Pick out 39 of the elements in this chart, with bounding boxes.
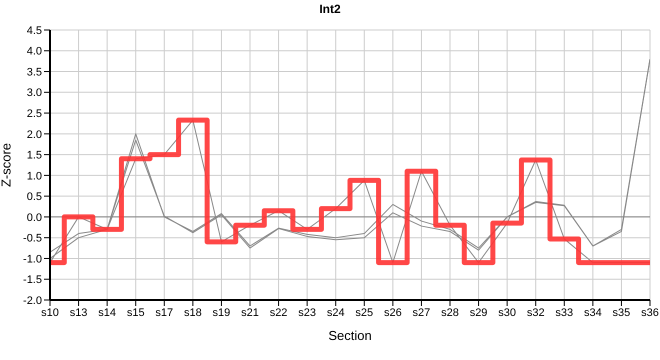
x-tick-label: s34 [584, 306, 602, 319]
x-tick-label: s25 [355, 306, 374, 319]
x-tick-label: s19 [212, 306, 230, 319]
x-tick-label: s35 [612, 306, 630, 319]
x-tick-label: s22 [270, 306, 288, 319]
x-tick-label: s27 [412, 306, 430, 319]
y-tick-label: -0.5 [23, 232, 42, 245]
x-tick-label: s29 [470, 306, 488, 319]
y-tick-label: 0.0 [26, 212, 42, 224]
x-tick-label: s13 [70, 306, 88, 319]
y-tick-label: -1.0 [23, 253, 42, 266]
chart-title: Int2 [318, 2, 342, 16]
x-tick-label: s32 [526, 306, 545, 319]
y-tick-label: 2.5 [26, 108, 42, 120]
y-tick-label: 1.0 [26, 170, 42, 182]
y-tick-label: 4.5 [26, 24, 42, 37]
x-tick-label: s23 [298, 306, 316, 319]
y-tick-label: -2.0 [23, 294, 42, 307]
x-tick-label: s21 [241, 306, 259, 319]
y-tick-label: 4.0 [26, 46, 42, 58]
y-axis-title: Z-score [0, 142, 14, 188]
y-tick-label: 1.5 [26, 150, 42, 162]
x-tick-label: s36 [641, 306, 659, 319]
x-tick-label: s18 [184, 306, 202, 319]
y-tick-label: 3.5 [26, 66, 42, 78]
x-tick-label: s15 [126, 306, 145, 319]
x-axis-title: Section [328, 328, 372, 343]
y-tick-label: -1.5 [23, 274, 42, 286]
x-tick-label: s30 [498, 306, 516, 319]
x-tick-label: s10 [41, 306, 59, 319]
x-tick-label: s33 [555, 306, 574, 319]
y-tick-label: 0.5 [26, 191, 42, 204]
x-tick-label: s24 [326, 306, 345, 319]
x-tick-label: s26 [384, 306, 402, 319]
x-tick-label: s28 [441, 306, 459, 319]
y-tick-label: 3.0 [26, 87, 42, 100]
y-tick-label: 2.0 [26, 128, 42, 141]
x-tick-label: s14 [98, 306, 116, 319]
x-tick-label: s17 [155, 306, 174, 319]
